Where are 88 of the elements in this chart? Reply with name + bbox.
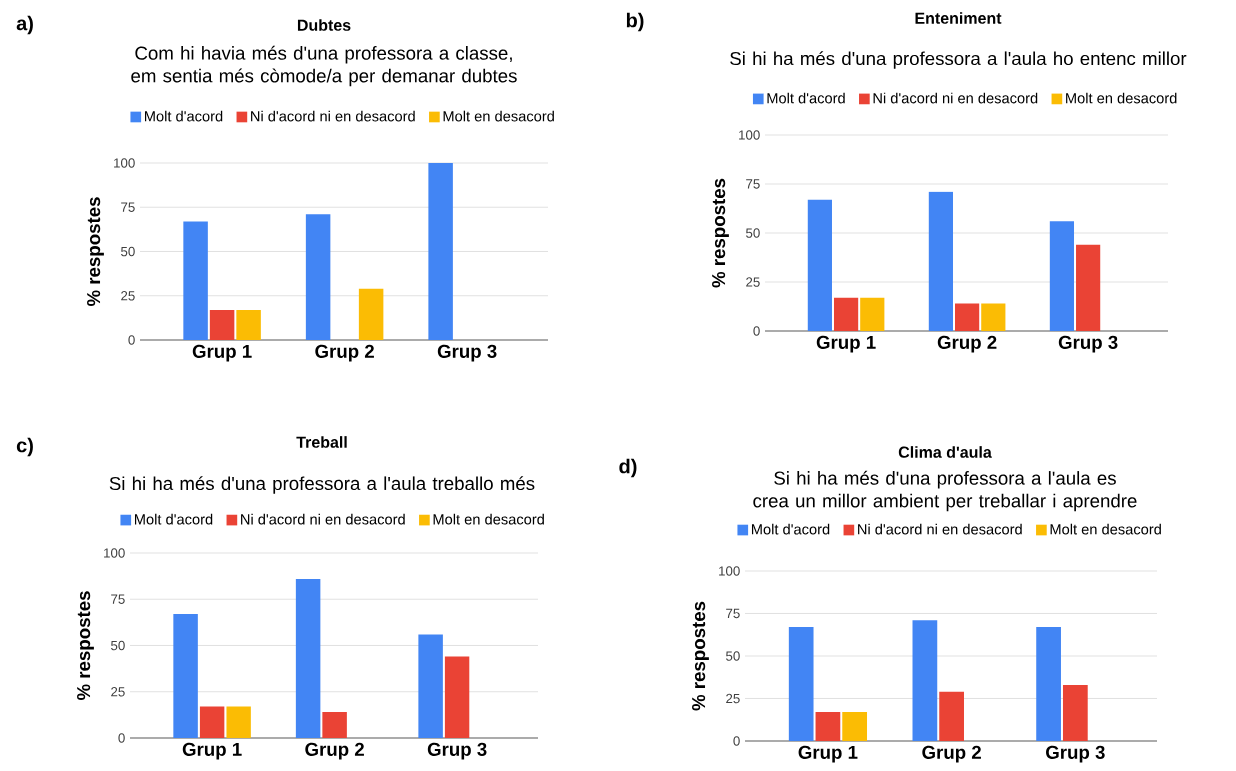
bar [955,303,980,331]
x-tick-label: Grup 3 [1046,745,1105,763]
bar [912,620,938,741]
x-tick-label: Grup 2 [922,745,981,763]
bar [1062,684,1088,741]
y-tick-label: 0 [733,736,740,746]
bar [183,221,208,340]
legend-label: Molt en desacord [1050,523,1161,535]
bar [833,297,859,331]
x-tick-label: Grup 3 [1058,335,1118,353]
bar [928,191,953,331]
y-tick-label: 25 [746,277,760,287]
y-tick-label: 50 [726,651,740,661]
text: c) [16,437,33,457]
bar [1036,627,1061,741]
x-tick-label: Grup 2 [937,335,997,353]
y-tick-label: 50 [111,640,125,651]
bar [807,199,832,331]
y-tick-label: 75 [746,179,760,189]
x-tick-label: Grup 1 [182,742,242,760]
bar [860,297,885,331]
x-tick-label: Grup 2 [305,742,364,760]
y-tick-label: 100 [114,158,135,168]
bar [788,627,814,741]
bar [236,309,261,340]
y-tick-label: 50 [746,228,760,238]
chart-title: Clima d'aula [898,446,992,458]
x-tick-label: Grup 3 [437,344,497,362]
bar [358,288,384,340]
chart-subtitle: Com hi havia més d'una professora a classe, em sentia més còmode/a per demanar dubtes [131,45,517,87]
y-axis-title: % respostes [77,591,94,701]
y-tick-label: 100 [719,566,740,576]
legend-label: Molt en desacord [1066,92,1177,104]
chart-subtitle: Si hi ha més d'una professora a l'aula ho entenc millor [730,51,1187,69]
legend-label: Ni d'acord ni en desacord [251,110,415,122]
y-tick-label: 100 [739,130,760,140]
x-tick-label: Grup 2 [315,344,374,362]
chart-title: Enteniment [915,12,1002,24]
legend-label: Ni d'acord ni en desacord [873,92,1038,104]
y-tick-label: 75 [121,202,135,212]
y-tick-label: 100 [104,548,125,558]
bar [842,712,868,741]
text: a) [16,15,33,35]
chart-subtitle: Si hi ha més d'una professora a l'aula treballo més [109,476,535,494]
x-tick-label: Grup 1 [816,335,876,353]
y-axis-title: % respostes [87,197,104,307]
y-axis-title: % respostes [692,601,709,711]
y-tick-label: 0 [128,335,135,345]
bar [815,712,841,741]
y-tick-label: 50 [121,246,135,257]
bar [981,303,1006,331]
y-tick-label: 25 [726,693,740,704]
legend-label: Ni d'acord ni en desacord [241,513,405,525]
text: b) [626,12,644,32]
y-tick-label: 25 [111,687,125,697]
bar [305,214,331,340]
bar [209,309,235,340]
bar [444,656,470,738]
bar [226,706,251,738]
chart-title: Dubtes [297,19,351,31]
x-tick-label: Grup 1 [798,745,858,763]
legend-label: Ni d'acord ni en desacord [858,523,1022,535]
y-tick-label: 25 [121,291,135,301]
y-tick-label: 75 [726,608,740,619]
bar [295,578,321,738]
bar [1049,221,1075,331]
bar [428,163,453,340]
chart-title: Treball [296,436,347,448]
bar [939,691,964,741]
legend-label: Molt d'acord [144,110,223,122]
bar [1076,244,1101,331]
y-tick-label: 0 [118,733,125,743]
y-tick-label: 0 [753,326,760,336]
bar [173,614,198,738]
bar [199,706,225,738]
y-tick-label: 75 [111,594,125,604]
x-tick-label: Grup 1 [192,344,252,362]
bar [418,634,443,738]
legend-label: Molt en desacord [443,110,554,122]
y-axis-title: % respostes [712,178,729,288]
legend-label: Molt d'acord [134,513,213,525]
legend-label: Molt en desacord [433,513,544,525]
chart-subtitle: Si hi ha més d'una professora a l'aula es crea un millor ambient per treballar i aprendre [753,470,1137,512]
text: d) [619,458,637,478]
legend-label: Molt d'acord [767,92,845,104]
legend-label: Molt d'acord [751,523,830,535]
bar [322,712,347,738]
x-tick-label: Grup 3 [427,742,487,760]
